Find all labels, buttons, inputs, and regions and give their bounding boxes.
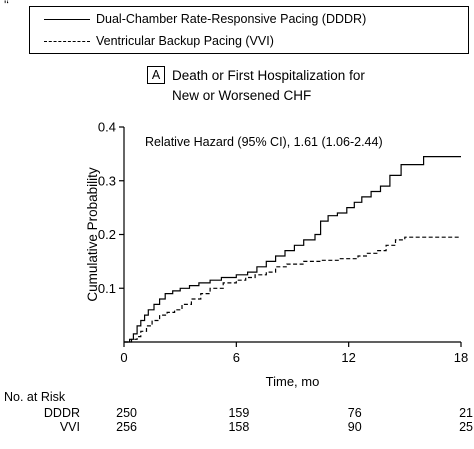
at-risk-value: 159 xyxy=(228,406,250,420)
panel-title-line-1: Death or First Hospitalization for xyxy=(172,68,365,83)
x-tick-label: 18 xyxy=(454,350,468,365)
x-axis-label: Time, mo xyxy=(266,374,320,389)
series-line-vvi xyxy=(124,236,461,343)
ticks: 0.1 0.2 0.3 0.4 0 6 12 18 xyxy=(98,120,468,366)
at-risk-value: 256 xyxy=(116,420,137,434)
at-risk-row-label: VVI xyxy=(59,420,80,434)
legend: Dual-Chamber Rate-Responsive Pacing (DDD… xyxy=(29,6,469,54)
series-line-dddr xyxy=(124,156,461,343)
legend-solid-line-swatch xyxy=(44,18,90,20)
corner-mark: '‘ xyxy=(4,0,9,12)
panel-letter-box: A xyxy=(147,66,165,84)
x-tick-label: 6 xyxy=(233,350,240,365)
legend-item-vvi: Ventricular Backup Pacing (VVI) xyxy=(44,32,274,50)
y-tick-label: 0.1 xyxy=(98,281,116,296)
at-risk-value: 90 xyxy=(347,420,362,434)
y-axis-label: Cumulative Probability xyxy=(85,167,100,302)
legend-dashed-line-swatch xyxy=(44,40,90,42)
x-tick-label: 0 xyxy=(120,350,127,365)
x-tick-label: 12 xyxy=(341,350,355,365)
panel-title-line-2: New or Worsened CHF xyxy=(172,88,312,103)
at-risk-value: 158 xyxy=(228,420,250,434)
y-tick-label: 0.3 xyxy=(98,173,116,188)
at-risk-title: No. at Risk xyxy=(4,390,66,404)
y-tick-label: 0.4 xyxy=(98,120,116,135)
panel-title: Death or First Hospitalization for New o… xyxy=(172,66,365,106)
at-risk-value: 250 xyxy=(116,406,137,420)
legend-item-dddr: Dual-Chamber Rate-Responsive Pacing (DDD… xyxy=(44,10,366,28)
legend-label-vvi: Ventricular Backup Pacing (VVI) xyxy=(96,34,274,48)
series-group xyxy=(124,156,461,343)
at-risk-value: 25 xyxy=(459,420,473,434)
hazard-annotation: Relative Hazard (95% CI), 1.61 (1.06-2.4… xyxy=(145,135,383,149)
axes xyxy=(123,127,461,343)
legend-label-dddr: Dual-Chamber Rate-Responsive Pacing (DDD… xyxy=(96,12,367,26)
y-tick-label: 0.2 xyxy=(98,227,116,242)
at-risk-value: 21 xyxy=(459,406,473,420)
at-risk-row-label: DDDR xyxy=(43,406,80,420)
at-risk-value: 76 xyxy=(347,406,362,420)
